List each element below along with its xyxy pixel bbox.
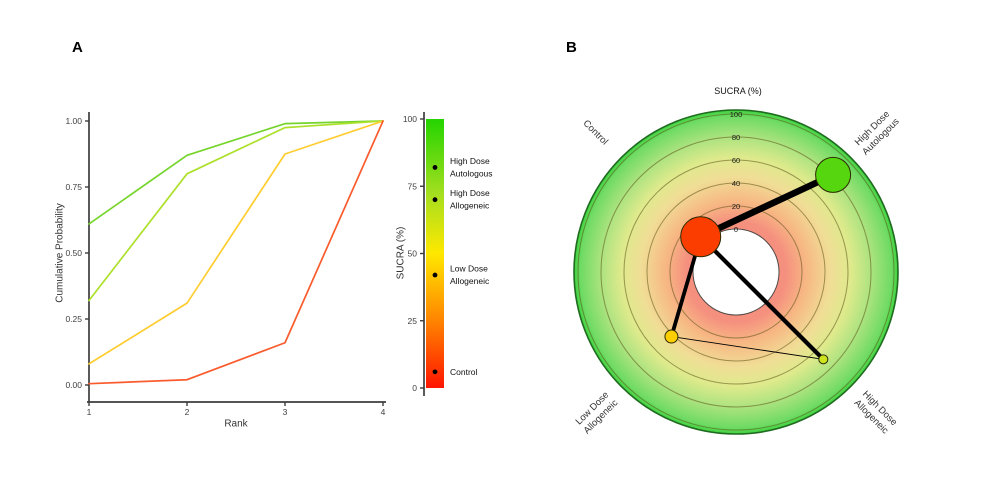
series-line-high-dose-allogeneic xyxy=(88,120,384,302)
grid-circle-60 xyxy=(623,159,849,385)
radial-axis-title: SUCRA (%) xyxy=(714,86,762,96)
panel-a-letter: A xyxy=(72,39,83,56)
panel-a-plot: 0.00 0.25 0.50 0.75 1.00 1 2 3 4 xyxy=(65,112,386,417)
radial-tick-label: 40 xyxy=(732,179,740,188)
x-tick-label: 4 xyxy=(381,407,386,417)
label-line: Autologous xyxy=(450,168,493,178)
panel-b-plot: 0 20 40 60 80 100 High DoseAutologous Control Lo… xyxy=(573,108,902,437)
series-line-high-dose-autologous xyxy=(88,120,384,225)
colorbar-tick-label: 25 xyxy=(408,316,418,326)
series-line-control xyxy=(88,120,384,385)
node-label-low-dose-allogeneic: Low DoseAllogeneic xyxy=(573,389,620,436)
node-label-high-dose-allogeneic: High DoseAllogeneic xyxy=(851,389,899,437)
colorbar-title: SUCRA (%) xyxy=(395,226,407,280)
label-line: Control xyxy=(450,367,478,377)
colorbar-marker-dot xyxy=(432,165,438,170)
y-tick-label: 1.00 xyxy=(65,116,82,126)
radial-tick-label: 60 xyxy=(732,156,740,165)
y-tick-label: 0.75 xyxy=(65,182,82,192)
radial-tick-label: 20 xyxy=(732,202,740,211)
radial-tick-label: 100 xyxy=(730,110,743,119)
colorbar-gradient-bar xyxy=(426,119,444,388)
colorbar-marker-label: High Dose Autologous xyxy=(450,156,493,179)
rank-axis-label: Rank xyxy=(224,418,248,430)
colorbar-legend: 0 25 50 75 100 High Dose Autologous High Dose Al… xyxy=(403,112,493,396)
grid-circle-20 xyxy=(669,205,803,339)
colorbar-tick-label: 0 xyxy=(412,383,417,393)
radial-tick-label: 0 xyxy=(734,225,738,234)
grid-circle-40 xyxy=(646,182,826,362)
y-tick-label: 0.25 xyxy=(65,314,82,324)
colorbar-marker-dot xyxy=(432,272,438,278)
network-edge-low-dose-allogeneic--high-dose-allogeneic xyxy=(671,336,824,360)
colorbar-marker-label: High Dose Allogeneic xyxy=(450,188,490,211)
network-edge-control--high-dose-autologous xyxy=(699,171,835,240)
radial-tick-label: 80 xyxy=(732,133,740,142)
y-tick-label: 0.00 xyxy=(65,380,82,390)
label-line: High Dose xyxy=(450,156,490,166)
network-edge-control--high-dose-allogeneic xyxy=(699,235,825,361)
colorbar-marker-dot xyxy=(432,197,438,203)
colorbar-marker-label: Control xyxy=(450,367,478,377)
network-node-low-dose-allogeneic xyxy=(664,329,679,344)
colorbar-marker-dot xyxy=(432,369,438,375)
network-node-high-dose-autologous xyxy=(815,156,852,193)
x-tick-label: 2 xyxy=(185,407,190,417)
label-line: Allogeneic xyxy=(450,276,490,286)
x-tick-label: 3 xyxy=(283,407,288,417)
x-tick-label: 1 xyxy=(87,407,92,417)
colorbar-tick-label: 100 xyxy=(403,114,417,124)
label-line: High Dose xyxy=(450,188,490,198)
colorbar-tick-label: 50 xyxy=(408,249,418,259)
colorbar-tick-label: 75 xyxy=(408,181,418,191)
colorbar-marker-label: Low Dose Allogeneic xyxy=(450,264,490,287)
y-tick-label: 0.50 xyxy=(65,248,82,258)
network-node-control xyxy=(680,216,722,258)
grid-circle-100 xyxy=(577,113,895,431)
label-line: Allogeneic xyxy=(450,201,490,211)
grid-circle-80 xyxy=(600,136,872,408)
node-label-high-dose-autologous: High DoseAutologous xyxy=(852,108,902,158)
cumulative-probability-axis-label: Cumulative Probability xyxy=(54,203,66,303)
network-node-high-dose-allogeneic xyxy=(818,354,829,365)
label-line: Control xyxy=(581,118,610,147)
label-line: Low Dose xyxy=(450,264,488,274)
series-line-low-dose-allogeneic xyxy=(88,120,384,365)
panel-b-letter: B xyxy=(566,39,577,56)
node-label-control: Control xyxy=(581,118,610,147)
